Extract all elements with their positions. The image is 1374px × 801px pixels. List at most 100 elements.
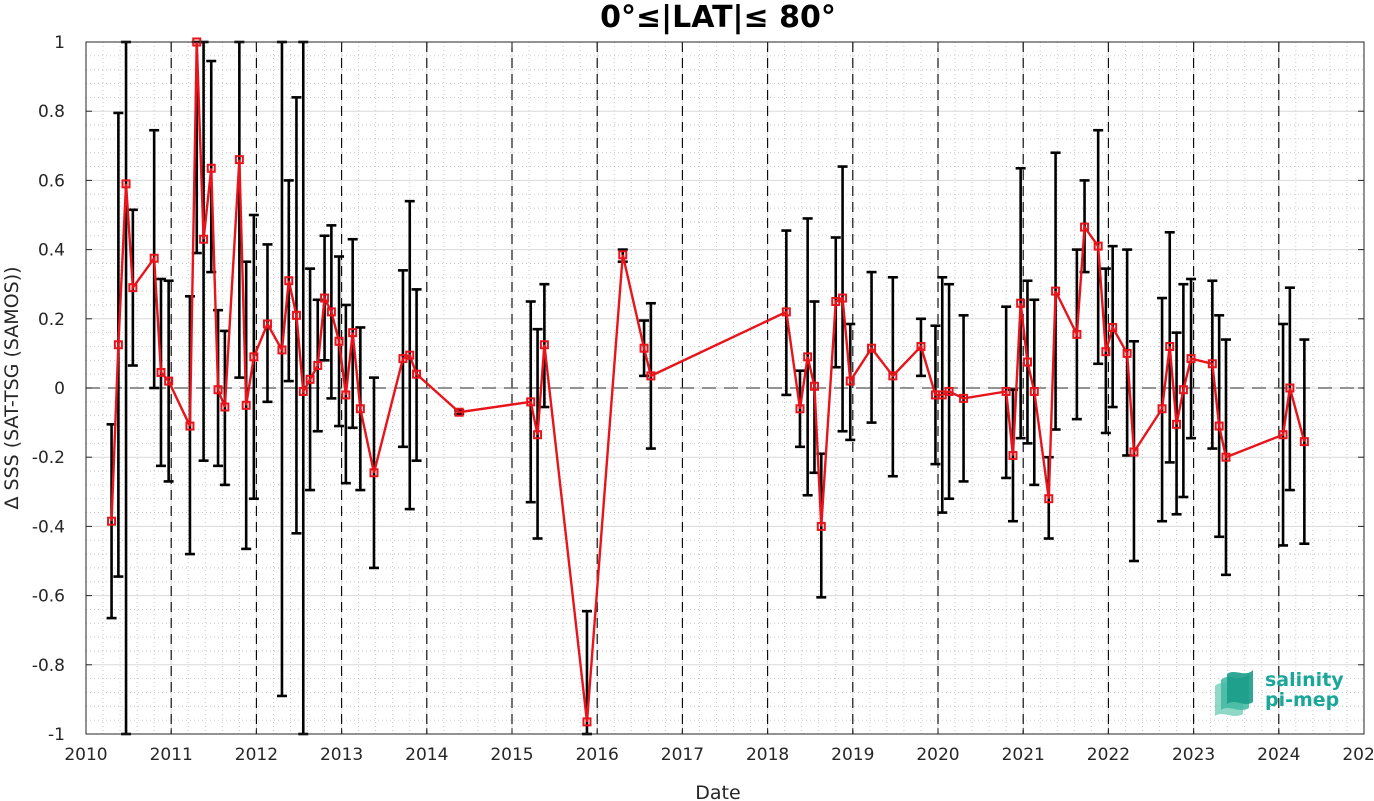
data-point xyxy=(291,310,301,320)
y-tick-label: 0.4 xyxy=(38,241,65,261)
data-point xyxy=(320,293,330,303)
data-point xyxy=(412,369,422,379)
data-point xyxy=(1214,421,1224,431)
data-point xyxy=(845,376,855,386)
data-point xyxy=(128,283,138,293)
data-point xyxy=(1221,452,1231,462)
x-tick-label: 2010 xyxy=(64,745,107,765)
data-point xyxy=(1001,386,1011,396)
x-tick-label: 2012 xyxy=(235,745,278,765)
data-point xyxy=(582,717,592,727)
data-point xyxy=(220,402,230,412)
x-tick-label: 2014 xyxy=(405,745,448,765)
data-point xyxy=(277,345,287,355)
data-point xyxy=(1101,347,1111,357)
data-point xyxy=(888,371,898,381)
y-tick-label: -1 xyxy=(48,725,65,745)
y-axis-label: Δ SSS (SAT-TSG (SAMOS)) xyxy=(1,266,23,509)
y-tick-label: 0 xyxy=(54,379,65,399)
data-point xyxy=(1080,222,1090,232)
data-point xyxy=(149,253,159,263)
data-point xyxy=(916,341,926,351)
data-point xyxy=(1044,494,1054,504)
data-point xyxy=(1178,385,1188,395)
data-point xyxy=(533,430,543,440)
data-point xyxy=(795,404,805,414)
y-tick-label: -0.8 xyxy=(32,656,65,676)
x-tick-label: 2018 xyxy=(746,745,789,765)
logo-text-salinity: salinity xyxy=(1265,669,1344,691)
x-tick-label: 2017 xyxy=(661,745,704,765)
data-point xyxy=(1108,322,1118,332)
x-tick-label: 2013 xyxy=(320,745,363,765)
data-point xyxy=(185,421,195,431)
logo-wave-icon xyxy=(1215,670,1253,716)
data-point xyxy=(121,179,131,189)
logo-text-pi-mep: pi-mep xyxy=(1265,689,1339,711)
data-point xyxy=(1029,386,1039,396)
data-point xyxy=(241,400,251,410)
data-point xyxy=(249,352,259,362)
data-point xyxy=(313,361,323,371)
data-point xyxy=(867,343,877,353)
data-point xyxy=(113,340,123,350)
data-markers xyxy=(107,37,1309,727)
data-point xyxy=(206,163,216,173)
data-point xyxy=(1022,357,1032,367)
data-point xyxy=(334,336,344,346)
x-tick-label: 2011 xyxy=(150,745,193,765)
data-point xyxy=(618,250,628,260)
x-tick-label: 2024 xyxy=(1257,745,1300,765)
data-point xyxy=(348,328,358,338)
data-point xyxy=(284,276,294,286)
y-tick-label: 0.6 xyxy=(38,171,65,191)
x-tick-label: 2015 xyxy=(490,745,533,765)
data-point xyxy=(199,234,209,244)
data-point xyxy=(1129,447,1139,457)
y-tick-label: -0.2 xyxy=(32,448,65,468)
data-point xyxy=(838,293,848,303)
data-point xyxy=(1186,354,1196,364)
data-point xyxy=(1207,359,1217,369)
y-tick-label: 1 xyxy=(54,33,65,53)
data-point xyxy=(1051,286,1061,296)
data-point xyxy=(944,386,954,396)
data-point xyxy=(816,521,826,531)
data-point xyxy=(107,516,117,526)
data-point xyxy=(809,381,819,391)
data-point xyxy=(262,319,272,329)
data-point xyxy=(1093,241,1103,251)
data-point xyxy=(1016,298,1026,308)
data-point xyxy=(164,376,174,386)
data-point xyxy=(298,386,308,396)
x-tick-label: 2021 xyxy=(1002,745,1045,765)
y-tick-label: -0.4 xyxy=(32,517,65,537)
data-point xyxy=(341,390,351,400)
x-axis-label: Date xyxy=(695,782,740,801)
data-point xyxy=(1008,450,1018,460)
data-point xyxy=(1165,341,1175,351)
data-point xyxy=(1072,329,1082,339)
data-point xyxy=(526,397,536,407)
data-point xyxy=(156,367,166,377)
data-point xyxy=(781,307,791,317)
data-point xyxy=(639,343,649,353)
x-tick-label: 2019 xyxy=(831,745,874,765)
data-point xyxy=(1157,404,1167,414)
y-tick-label: 0.2 xyxy=(38,310,65,330)
series-line xyxy=(110,41,1306,723)
salinity-pi-mep-logo: salinity pi-mep xyxy=(1215,669,1344,716)
data-point xyxy=(1299,437,1309,447)
data-point xyxy=(1285,383,1295,393)
data-point xyxy=(213,385,223,395)
data-point xyxy=(1172,419,1182,429)
y-tick-label: -0.6 xyxy=(32,587,65,607)
data-point xyxy=(405,350,415,360)
data-point xyxy=(369,468,379,478)
x-tick-label: 2016 xyxy=(576,745,619,765)
data-point xyxy=(959,393,969,403)
y-tick-label: 0.8 xyxy=(38,102,65,122)
minor-grid xyxy=(86,42,1364,734)
data-point xyxy=(326,307,336,317)
